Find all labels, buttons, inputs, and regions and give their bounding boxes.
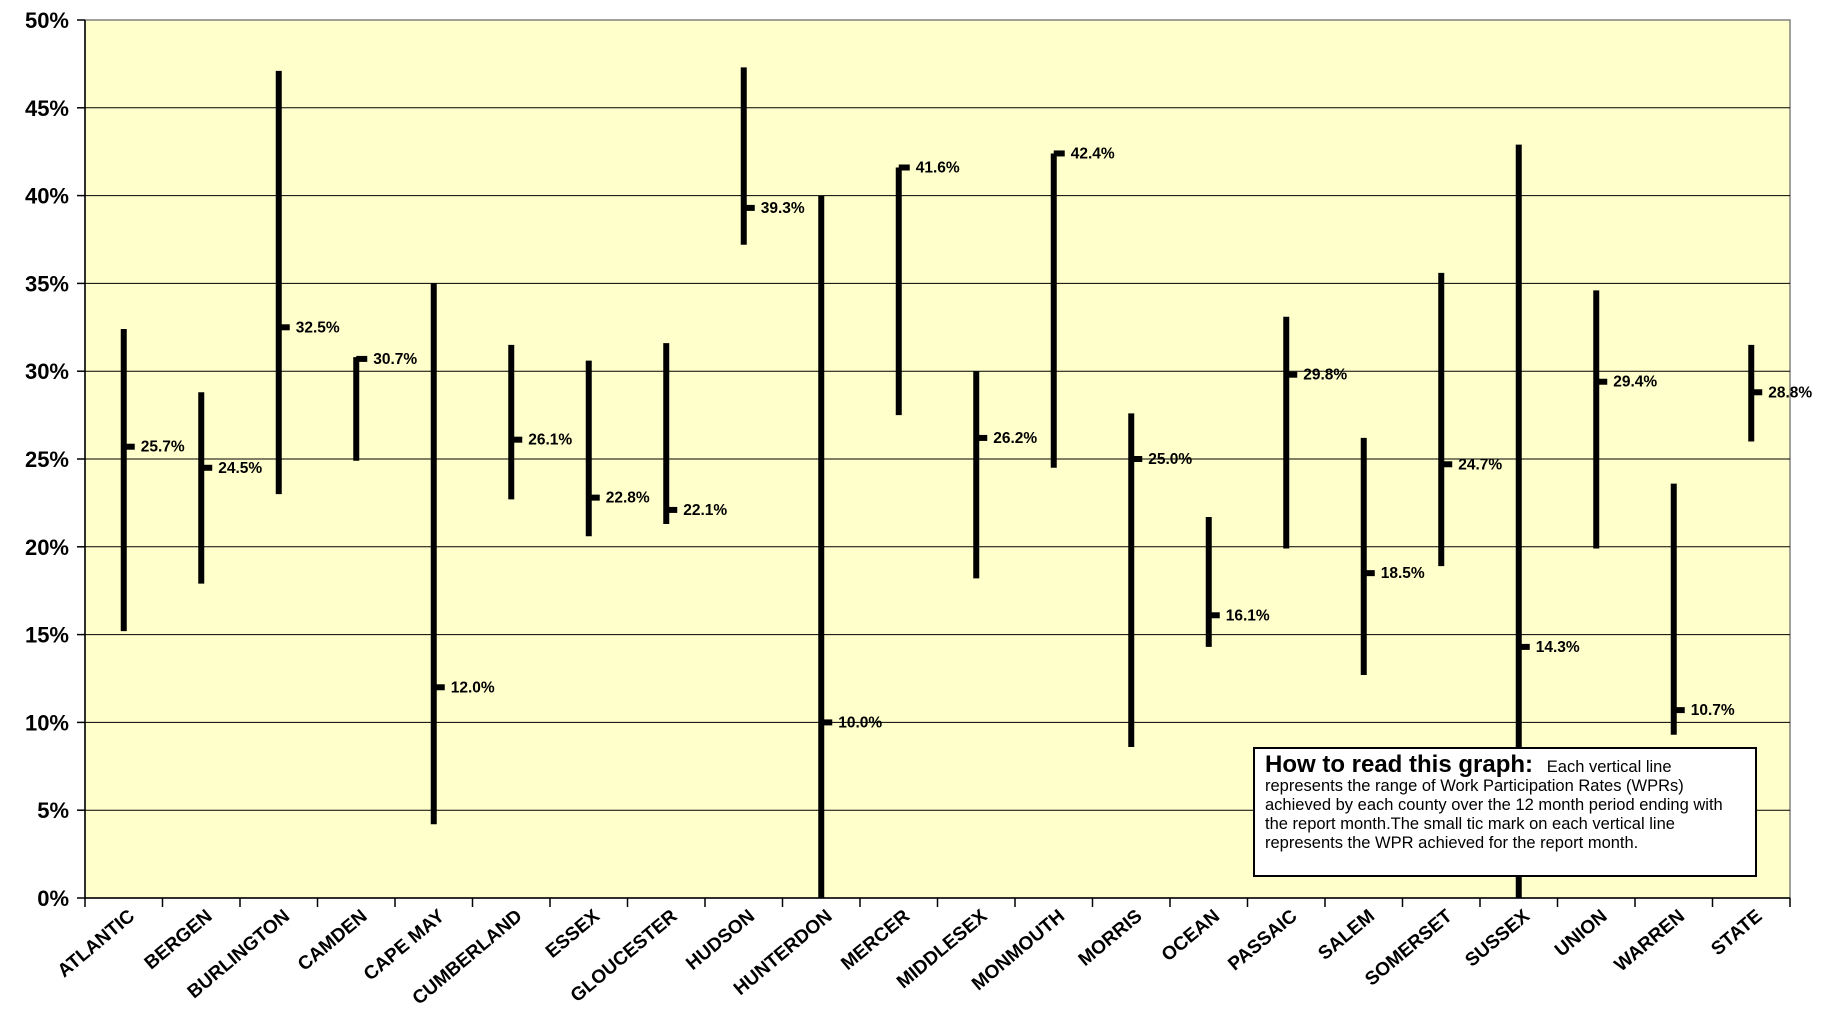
data-label: 22.8%	[606, 490, 650, 507]
y-tick-label: 30%	[25, 359, 69, 384]
data-label: 39.3%	[761, 200, 805, 217]
y-tick-label: 40%	[25, 184, 69, 209]
how-to-read-note: How to read this graph: Each vertical li…	[1253, 747, 1757, 877]
data-label: 26.1%	[528, 432, 572, 449]
y-tick-label: 0%	[37, 886, 69, 911]
data-label: 30.7%	[373, 351, 417, 368]
category-label: PASSAIC	[1224, 906, 1301, 976]
data-label: 10.7%	[1691, 702, 1735, 719]
category-label: BERGEN	[141, 906, 217, 974]
category-label: HUDSON	[682, 906, 759, 975]
category-label: SALEM	[1315, 906, 1379, 965]
note-title: How to read this graph:	[1265, 751, 1534, 778]
data-label: 14.3%	[1536, 639, 1580, 656]
data-label: 25.7%	[141, 439, 185, 456]
y-tick-label: 45%	[25, 96, 69, 121]
y-tick-label: 10%	[25, 710, 69, 735]
data-label: 24.7%	[1458, 456, 1502, 473]
data-label: 32.5%	[296, 319, 340, 336]
category-label: WARREN	[1611, 906, 1689, 976]
y-tick-label: 50%	[25, 8, 69, 33]
data-label: 22.1%	[683, 502, 727, 519]
category-label: CAMDEN	[294, 906, 371, 976]
data-label: 12.0%	[451, 679, 495, 696]
y-tick-label: 15%	[25, 623, 69, 648]
y-tick-label: 25%	[25, 447, 69, 472]
y-tick-label: 5%	[37, 798, 69, 823]
data-label: 41.6%	[916, 160, 960, 177]
y-tick-label: 20%	[25, 535, 69, 560]
data-label: 24.5%	[218, 460, 262, 477]
data-label: 16.1%	[1226, 607, 1270, 624]
grid-lines	[84, 19, 1791, 899]
data-label: 42.4%	[1071, 145, 1115, 162]
data-label: 18.5%	[1381, 565, 1425, 582]
category-label: UNION	[1551, 906, 1611, 961]
data-label: 28.8%	[1768, 384, 1812, 401]
data-label: 10.0%	[838, 714, 882, 731]
y-tick-label: 35%	[25, 271, 69, 296]
category-label: STATE	[1707, 906, 1766, 960]
category-label: SUSSEX	[1461, 906, 1534, 972]
category-label: MERCER	[837, 906, 914, 975]
data-labels: 25.7% 24.5% 32.5% 30.7% 12.0% 26.1% 22.8% 22.1%…	[141, 145, 1813, 731]
data-label: 25.0%	[1148, 451, 1192, 468]
category-label: MORRIS	[1075, 906, 1147, 971]
data-label: 29.8%	[1303, 367, 1347, 384]
note-text: Each vertical line represents the range …	[1265, 758, 1723, 852]
category-label: OCEAN	[1158, 906, 1224, 966]
data-label: 29.4%	[1613, 374, 1657, 391]
category-label: ESSEX	[542, 906, 604, 963]
data-label: 26.2%	[993, 430, 1037, 447]
category-label: ATLANTIC	[54, 906, 139, 982]
